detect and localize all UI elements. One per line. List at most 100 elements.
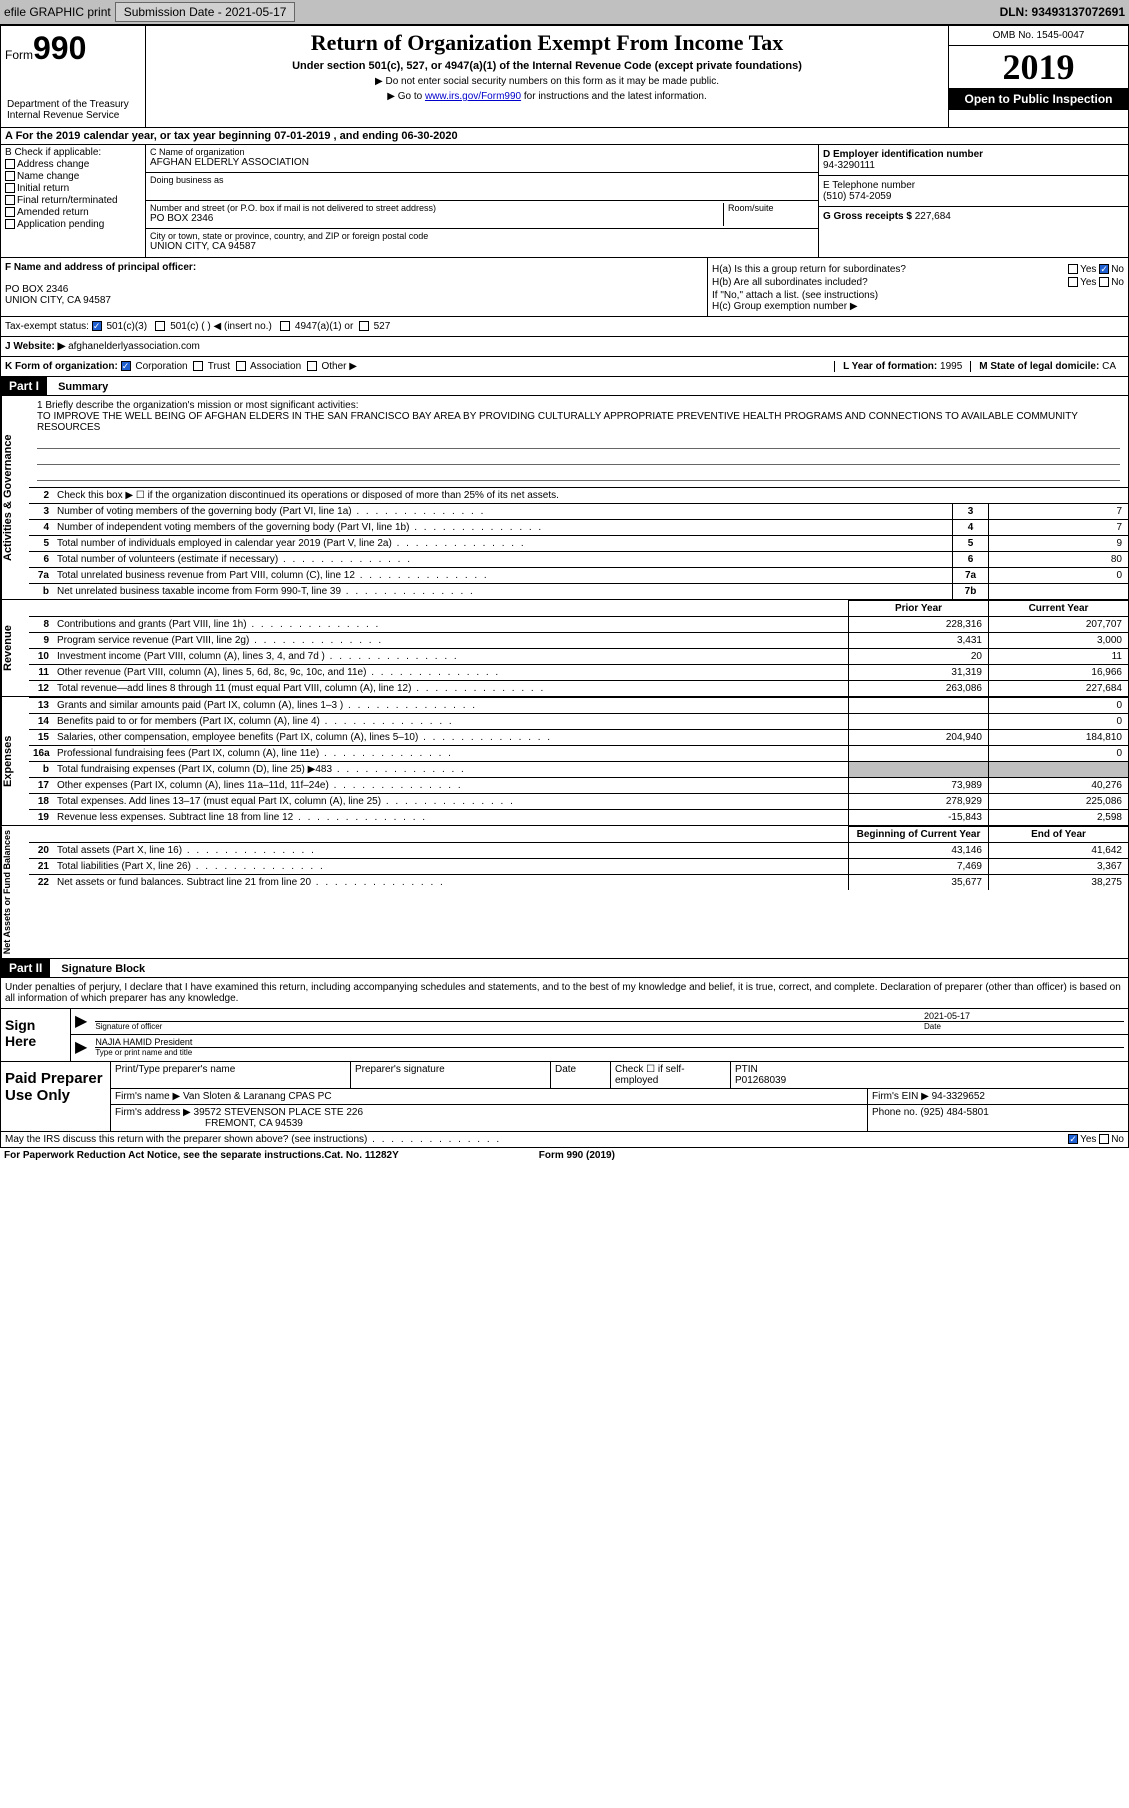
self-employed-check: Check ☐ if self-employed <box>611 1062 731 1088</box>
hb-label: H(b) Are all subordinates included? <box>712 277 868 288</box>
discuss-q: May the IRS discuss this return with the… <box>5 1134 367 1145</box>
section-c: C Name of organization AFGHAN ELDERLY AS… <box>146 145 818 257</box>
final-return-checkbox[interactable] <box>5 195 15 205</box>
omb-number: OMB No. 1545-0047 <box>949 26 1128 46</box>
header-left: Form990 Department of the Treasury Inter… <box>1 26 146 127</box>
501c3-checkbox[interactable] <box>92 321 102 331</box>
cat-no: Cat. No. 11282Y <box>324 1150 398 1161</box>
amended-checkbox[interactable] <box>5 207 15 217</box>
section-h: H(a) Is this a group return for subordin… <box>708 258 1128 316</box>
discuss-no-checkbox[interactable] <box>1099 1134 1109 1144</box>
revenue-headers: Prior Year Current Year <box>29 600 1128 616</box>
data-row: bTotal fundraising expenses (Part IX, co… <box>29 761 1128 777</box>
firm-addr-label: Firm's address ▶ <box>115 1107 191 1118</box>
irs-link[interactable]: www.irs.gov/Form990 <box>425 91 521 102</box>
pra-notice: For Paperwork Reduction Act Notice, see … <box>4 1150 324 1161</box>
other-checkbox[interactable] <box>307 361 317 371</box>
sign-here-label: Sign Here <box>1 1009 71 1061</box>
data-row: 10Investment income (Part VIII, column (… <box>29 648 1128 664</box>
paid-preparer-label: Paid Preparer Use Only <box>1 1062 111 1131</box>
website-row: J Website: ▶ afghanelderlyassociation.co… <box>1 337 1128 357</box>
form-header: Form990 Department of the Treasury Inter… <box>1 26 1128 128</box>
initial-return-checkbox[interactable] <box>5 183 15 193</box>
beginning-year-header: Beginning of Current Year <box>848 826 988 842</box>
signature-section: Under penalties of perjury, I declare th… <box>1 978 1128 1062</box>
gov-row: 4Number of independent voting members of… <box>29 519 1128 535</box>
domicile-state: CA <box>1102 361 1116 372</box>
assoc-checkbox[interactable] <box>236 361 246 371</box>
form-990-page: Form990 Department of the Treasury Inter… <box>0 25 1129 1148</box>
firm-ein: 94-3329652 <box>932 1091 985 1102</box>
ssn-note: ▶ Do not enter social security numbers o… <box>150 76 944 87</box>
year-formation-label: L Year of formation: <box>843 361 940 372</box>
hb-no-checkbox[interactable] <box>1099 277 1109 287</box>
city-state-zip: UNION CITY, CA 94587 <box>150 241 814 252</box>
discuss-row: May the IRS discuss this return with the… <box>1 1132 1128 1147</box>
form-org-label: K Form of organization: <box>5 361 118 372</box>
ha-label: H(a) Is this a group return for subordin… <box>712 264 906 275</box>
data-row: 8Contributions and grants (Part VIII, li… <box>29 616 1128 632</box>
addr-change-checkbox[interactable] <box>5 159 15 169</box>
form-subtitle: Under section 501(c), 527, or 4947(a)(1)… <box>150 60 944 72</box>
firm-name: Van Sloten & Laranang CPAS PC <box>183 1091 332 1102</box>
org-name: AFGHAN ELDERLY ASSOCIATION <box>150 157 814 168</box>
governance-section: Activities & Governance 1 Briefly descri… <box>1 396 1128 600</box>
arrow-icon: ▶ <box>75 1037 87 1059</box>
527-checkbox[interactable] <box>359 321 369 331</box>
form-version: Form 990 (2019) <box>539 1150 615 1161</box>
part-i-badge: Part I <box>1 377 47 395</box>
4947-checkbox[interactable] <box>280 321 290 331</box>
gov-row: 2Check this box ▶ ☐ if the organization … <box>29 487 1128 503</box>
name-change-checkbox[interactable] <box>5 171 15 181</box>
dba-label: Doing business as <box>150 175 814 185</box>
hb-note: If "No," attach a list. (see instruction… <box>712 290 1124 301</box>
submission-date-btn[interactable]: Submission Date - 2021-05-17 <box>115 2 296 22</box>
section-b-label: B Check if applicable: <box>5 147 141 158</box>
part-ii-title: Signature Block <box>61 963 145 975</box>
officer-signature-field[interactable]: Signature of officer <box>95 1011 924 1032</box>
tax-exempt-row: Tax-exempt status: 501(c)(3) 501(c) ( ) … <box>1 317 1128 337</box>
corp-checkbox[interactable] <box>121 361 131 371</box>
prep-sig-label: Preparer's signature <box>351 1062 551 1088</box>
part-i-header: Part I Summary <box>1 377 1128 396</box>
officer-addr2: UNION CITY, CA 94587 <box>5 295 703 306</box>
mission-text: TO IMPROVE THE WELL BEING OF AFGHAN ELDE… <box>37 411 1120 433</box>
open-public-badge: Open to Public Inspection <box>949 88 1128 110</box>
expenses-section: Expenses 13Grants and similar amounts pa… <box>1 697 1128 826</box>
firm-name-label: Firm's name ▶ <box>115 1091 180 1102</box>
end-year-header: End of Year <box>988 826 1128 842</box>
gross-label: G Gross receipts $ <box>823 211 915 222</box>
prep-name-label: Print/Type preparer's name <box>111 1062 351 1088</box>
trust-checkbox[interactable] <box>193 361 203 371</box>
app-pending-checkbox[interactable] <box>5 219 15 229</box>
dept-treasury: Department of the Treasury Internal Reve… <box>5 97 141 123</box>
net-assets-section: Net Assets or Fund Balances Beginning of… <box>1 826 1128 959</box>
header-center: Return of Organization Exempt From Incom… <box>146 26 948 127</box>
governance-label: Activities & Governance <box>1 396 29 599</box>
link-note: ▶ Go to www.irs.gov/Form990 for instruct… <box>150 91 944 102</box>
officer-name-field: NAJIA HAMID President Type or print name… <box>95 1037 1124 1059</box>
room-label: Room/suite <box>724 203 814 226</box>
data-row: 22Net assets or fund balances. Subtract … <box>29 874 1128 890</box>
data-row: 12Total revenue—add lines 8 through 11 (… <box>29 680 1128 696</box>
efile-label: efile GRAPHIC print <box>4 5 111 19</box>
website-value: afghanelderlyassociation.com <box>68 341 200 352</box>
discuss-yes-checkbox[interactable] <box>1068 1134 1078 1144</box>
street-address: PO BOX 2346 <box>150 213 719 224</box>
ein-value: 94-3290111 <box>823 160 1124 171</box>
prep-phone-label: Phone no. <box>872 1107 920 1118</box>
phone-label: E Telephone number <box>823 180 1124 191</box>
officer-label: F Name and address of principal officer: <box>5 262 703 273</box>
data-row: 9Program service revenue (Part VIII, lin… <box>29 632 1128 648</box>
part-ii-badge: Part II <box>1 959 50 977</box>
hb-yes-checkbox[interactable] <box>1068 277 1078 287</box>
addr-label: Number and street (or P.O. box if mail i… <box>150 203 719 213</box>
entity-info: B Check if applicable: Address change Na… <box>1 145 1128 258</box>
data-row: 15Salaries, other compensation, employee… <box>29 729 1128 745</box>
ha-yes-checkbox[interactable] <box>1068 264 1078 274</box>
tax-exempt-label: Tax-exempt status: <box>5 321 89 332</box>
501c-checkbox[interactable] <box>155 321 165 331</box>
header-right: OMB No. 1545-0047 2019 Open to Public In… <box>948 26 1128 127</box>
data-row: 11Other revenue (Part VIII, column (A), … <box>29 664 1128 680</box>
ha-no-checkbox[interactable] <box>1099 264 1109 274</box>
